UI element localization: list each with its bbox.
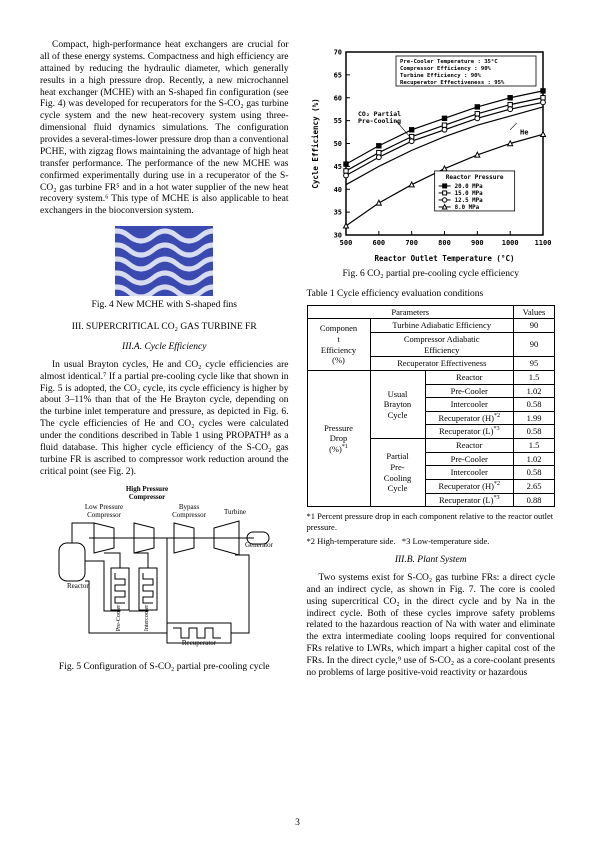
svg-text:Pre-Cooler Temperature : 35°C: Pre-Cooler Temperature : 35°C	[400, 59, 498, 65]
table-val: 90	[514, 333, 555, 357]
table-head-param: Parameters	[307, 305, 514, 319]
svg-text:Turbine: Turbine	[224, 508, 246, 516]
table-row: Recuperator (H)*2	[425, 479, 514, 493]
table-row: Reactor	[425, 439, 514, 453]
table-val: 1.5	[514, 370, 555, 384]
figure-6-chart: 500 600 700 800 900 1000 1100 30 35 40 45 50 55 60 65 7…	[308, 40, 553, 265]
table-1: Parameters Values ComponentEfficiency(%)…	[307, 305, 556, 507]
table-val: 1.99	[514, 411, 555, 425]
svg-text:15.0 MPa: 15.0 MPa	[455, 191, 483, 197]
table-head-value: Values	[514, 305, 555, 319]
svg-text:40: 40	[334, 186, 342, 194]
svg-text:35: 35	[334, 209, 342, 217]
section-3a-head: III.A. Cycle Efficiency	[40, 342, 289, 354]
svg-text:60: 60	[334, 94, 342, 102]
table-row: Intercooler	[425, 398, 514, 412]
table-row: Turbine Adiabatic Efficiency	[370, 319, 514, 333]
svg-text:8.0 MPa: 8.0 MPa	[455, 205, 480, 211]
svg-text:1000: 1000	[502, 239, 519, 247]
table-val: 2.65	[514, 479, 555, 493]
table-val: 0.58	[514, 466, 555, 480]
svg-text:30: 30	[334, 232, 342, 240]
table-subgroup-partial: PartialPre-CoolingCycle	[370, 439, 425, 507]
svg-text:12.5 MPa: 12.5 MPa	[455, 198, 483, 204]
table-val: 1.02	[514, 452, 555, 466]
table-row: Pre-Cooler	[425, 384, 514, 398]
table-footnote-1: *1 Percent pressure drop in each compone…	[307, 511, 556, 532]
svg-text:500: 500	[340, 239, 353, 247]
para-intro: Compact, high-performance heat exchanger…	[40, 40, 289, 218]
svg-text:Compressor: Compressor	[172, 511, 207, 519]
figure-6-caption: Fig. 6 CO₂ partial pre-cooling cycle eff…	[307, 269, 556, 281]
svg-text:Compressor Efficiency : 90%: Compressor Efficiency : 90%	[400, 66, 492, 72]
svg-text:Bypass: Bypass	[179, 503, 200, 511]
svg-text:Reactor: Reactor	[67, 582, 89, 590]
right-column: 500 600 700 800 900 1000 1100 30 35 40 45 50 55 60 65 7…	[307, 40, 556, 684]
table-row: Recuperator Effectiveness	[370, 357, 514, 371]
table-val: 90	[514, 319, 555, 333]
svg-text:Compressor: Compressor	[87, 511, 122, 519]
svg-text:Reactor Outlet Temperature (°C: Reactor Outlet Temperature (°C)	[375, 254, 515, 263]
table-row: Reactor	[425, 370, 514, 384]
svg-text:Cycle Efficiency (%): Cycle Efficiency (%)	[311, 98, 320, 188]
table-val: 0.88	[514, 493, 555, 507]
svg-text:800: 800	[438, 239, 451, 247]
svg-text:Compressor: Compressor	[129, 493, 165, 501]
figure-4	[115, 226, 213, 296]
svg-text:65: 65	[334, 71, 342, 79]
svg-text:600: 600	[373, 239, 386, 247]
table-group-pdrop: PressureDrop(%)*1	[307, 370, 370, 506]
svg-text:1100: 1100	[535, 239, 552, 247]
svg-text:45: 45	[334, 163, 342, 171]
table-footnote-2: *2 High-temperature side. *3 Low-tempera…	[307, 536, 556, 547]
svg-text:Recuperator Effectiveness : 95: Recuperator Effectiveness : 95%	[400, 80, 505, 86]
table-row: Compressor AdiabaticEfficiency	[370, 333, 514, 357]
table-row: Intercooler	[425, 466, 514, 480]
svg-text:700: 700	[406, 239, 419, 247]
section-3b-head: III.B. Plant System	[307, 555, 556, 567]
table-1-caption: Table 1 Cycle efficiency evaluation cond…	[307, 289, 556, 301]
table-subgroup-brayton: UsualBraytonCycle	[370, 370, 425, 438]
figure-4-caption: Fig. 4 New MCHE with S-shaped fins	[40, 300, 289, 312]
figure-5-caption: Fig. 5 Configuration of S-CO₂ partial pr…	[40, 662, 289, 674]
svg-text:70: 70	[334, 49, 342, 57]
table-row: Recuperator (L)*3	[425, 425, 514, 439]
figure-5: High Pressure Compressor Low Pressure Co…	[49, 483, 279, 658]
svg-text:55: 55	[334, 117, 342, 125]
svg-text:Turbine Efficiency : 90%: Turbine Efficiency : 90%	[400, 73, 481, 79]
left-column: Compact, high-performance heat exchanger…	[40, 40, 289, 684]
svg-text:50: 50	[334, 140, 342, 148]
svg-text:Pre-Cooling: Pre-Cooling	[358, 117, 401, 125]
table-val: 1.5	[514, 439, 555, 453]
svg-text:He: He	[520, 128, 528, 136]
svg-text:Intercooler: Intercooler	[144, 604, 150, 630]
para-cycle-eff: In usual Brayton cycles, He and CO₂ cycl…	[40, 360, 289, 479]
svg-text:Low Pressure: Low Pressure	[85, 503, 123, 511]
svg-text:Reactor Pressure: Reactor Pressure	[446, 174, 504, 181]
table-row: Recuperator (H)*2	[425, 411, 514, 425]
section-3-head: III. SUPERCRITICAL CO₂ GAS TURBINE FR	[40, 322, 289, 334]
table-group-comp-eff: ComponentEfficiency(%)	[307, 319, 370, 371]
table-row: Recuperator (L)*3	[425, 493, 514, 507]
table-row: Pre-Cooler	[425, 452, 514, 466]
svg-text:900: 900	[471, 239, 484, 247]
table-val: 0.58	[514, 398, 555, 412]
table-val: 0.58	[514, 425, 555, 439]
page-number: 3	[0, 818, 595, 830]
table-val: 95	[514, 357, 555, 371]
svg-text:Pre-Cooler: Pre-Cooler	[116, 604, 122, 630]
svg-text:20.0 MPa: 20.0 MPa	[455, 184, 483, 190]
svg-text:High Pressure: High Pressure	[126, 485, 168, 493]
para-plant-system: Two systems exist for S-CO₂ gas turbine …	[307, 573, 556, 680]
table-val: 1.02	[514, 384, 555, 398]
